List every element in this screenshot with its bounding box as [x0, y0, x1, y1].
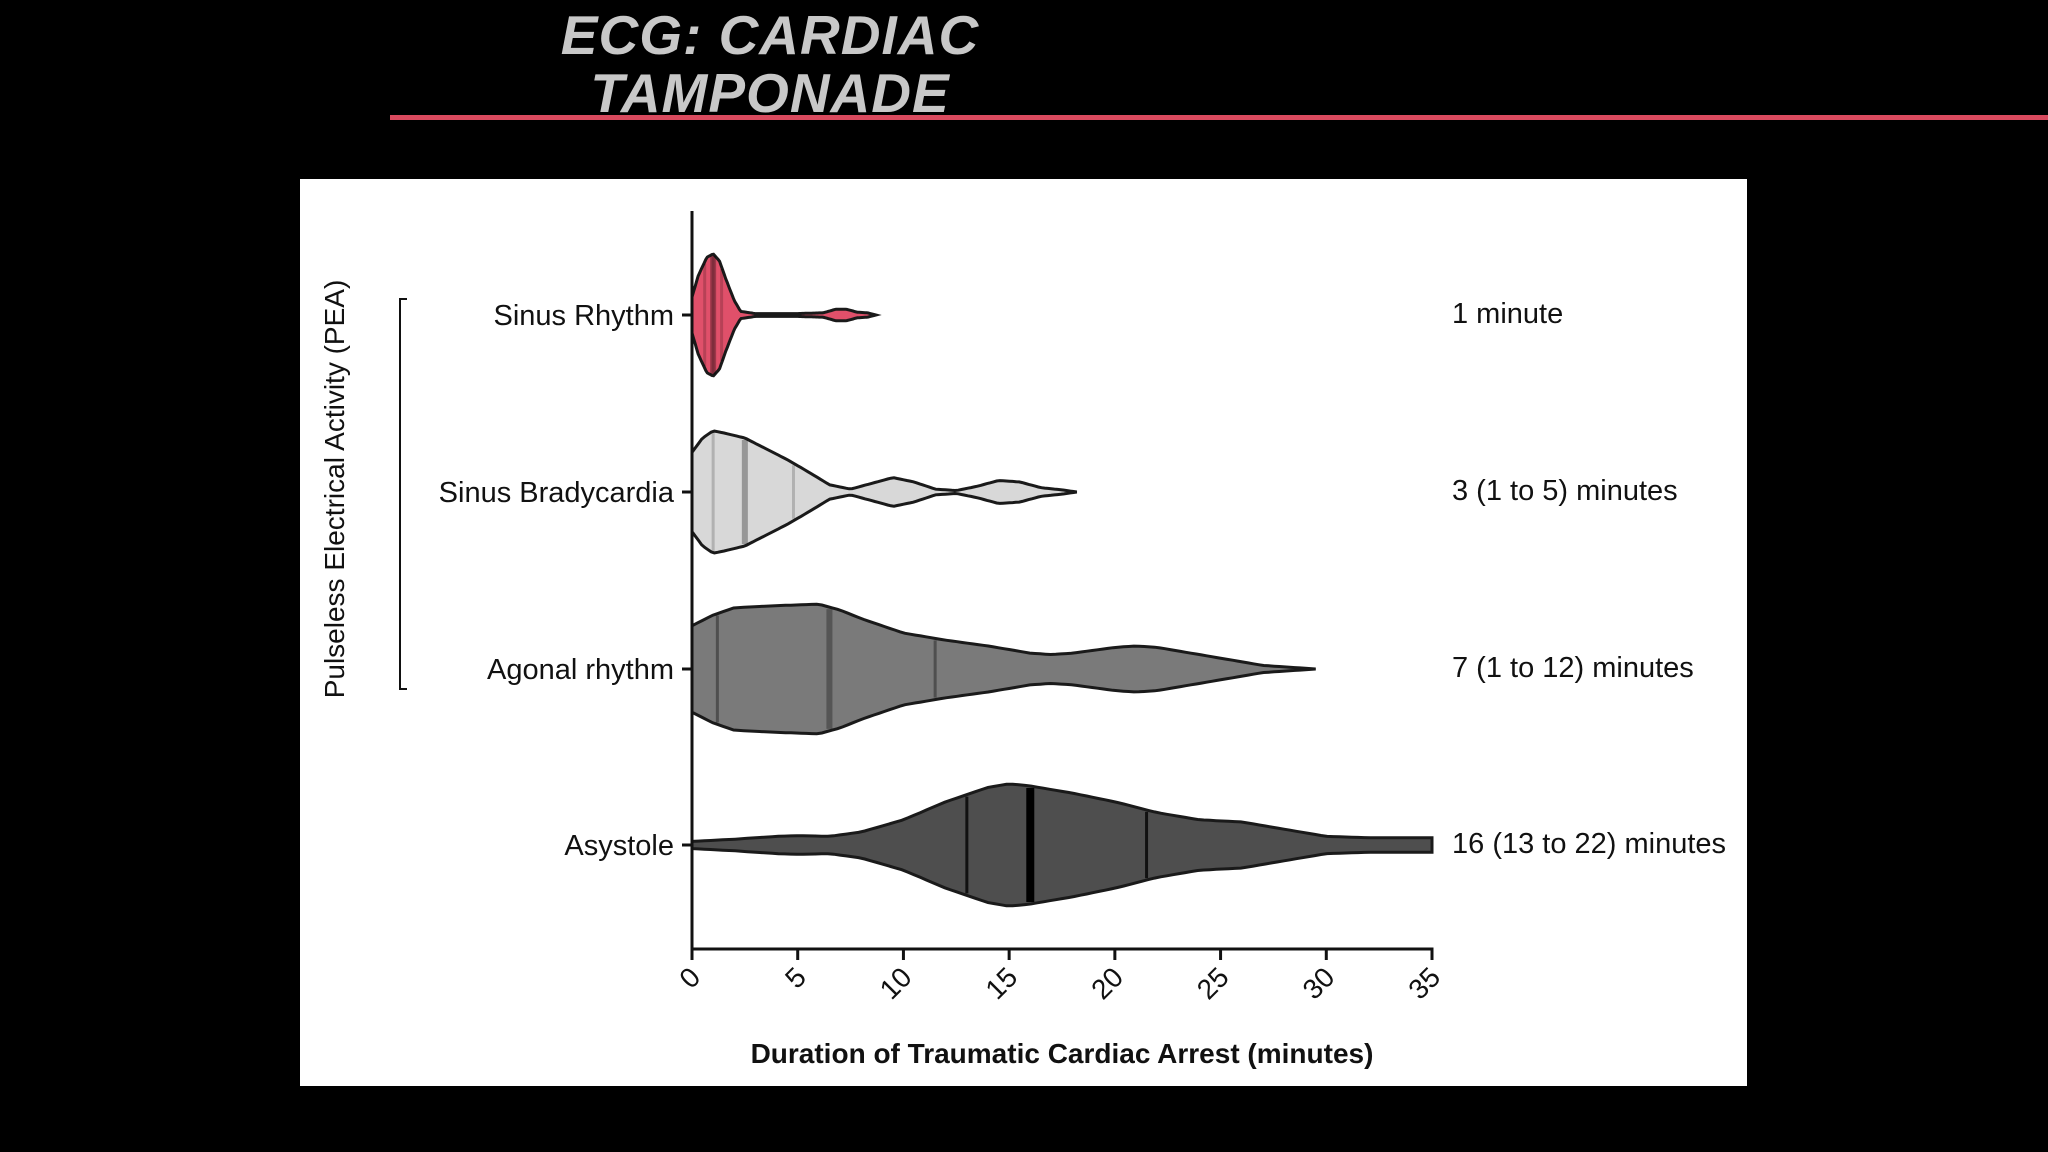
x-tick-label-25: 25	[1191, 961, 1235, 1005]
violin-asystole	[690, 782, 1434, 908]
annotation-agonal-rhythm: 7 (1 to 12) minutes	[1452, 652, 1694, 684]
category-label-sinus-bradycardia: Sinus Bradycardia	[439, 477, 675, 509]
x-tick-label-35: 35	[1402, 961, 1446, 1005]
slide-title: ECG: CARDIAC TAMPONADE	[490, 6, 1050, 122]
violin-agonal-rhythm	[690, 602, 1316, 736]
violin-sinus-rhythm	[690, 252, 882, 378]
violin-chart: Sinus Rhythm 1 minute Sinus Bradycardia 3 (…	[319, 211, 1726, 1069]
x-tick-label-15: 15	[979, 961, 1023, 1005]
violin-layer	[690, 252, 1434, 908]
chart-panel: Sinus Rhythm 1 minute Sinus Bradycardia 3 (…	[300, 179, 1747, 1086]
x-axis-label: Duration of Traumatic Cardiac Arrest (mi…	[751, 1038, 1374, 1069]
title-underline	[390, 115, 2048, 120]
x-tick-label-20: 20	[1085, 961, 1129, 1005]
x-tick-label-5: 5	[779, 961, 812, 994]
category-label-asystole: Asystole	[564, 830, 674, 862]
annotation-sinus-rhythm: 1 minute	[1452, 298, 1563, 330]
annotation-asystole: 16 (13 to 22) minutes	[1452, 828, 1726, 860]
x-tick-label-0: 0	[673, 961, 706, 994]
violin-sinus-bradycardia	[690, 429, 1078, 555]
slide-title-line-1: ECG: CARDIAC	[560, 6, 980, 66]
annotation-sinus-bradycardia: 3 (1 to 5) minutes	[1452, 475, 1678, 507]
x-tick-label-10: 10	[874, 961, 918, 1005]
category-label-sinus-rhythm: Sinus Rhythm	[493, 300, 674, 332]
pea-bracket-label: Pulseless Electrical Activity (PEA)	[319, 280, 350, 699]
x-tick-label-30: 30	[1297, 961, 1341, 1005]
slide-title-line-2: TAMPONADE	[590, 62, 950, 122]
category-label-agonal-rhythm: Agonal rhythm	[487, 654, 674, 686]
pea-bracket	[399, 298, 407, 690]
